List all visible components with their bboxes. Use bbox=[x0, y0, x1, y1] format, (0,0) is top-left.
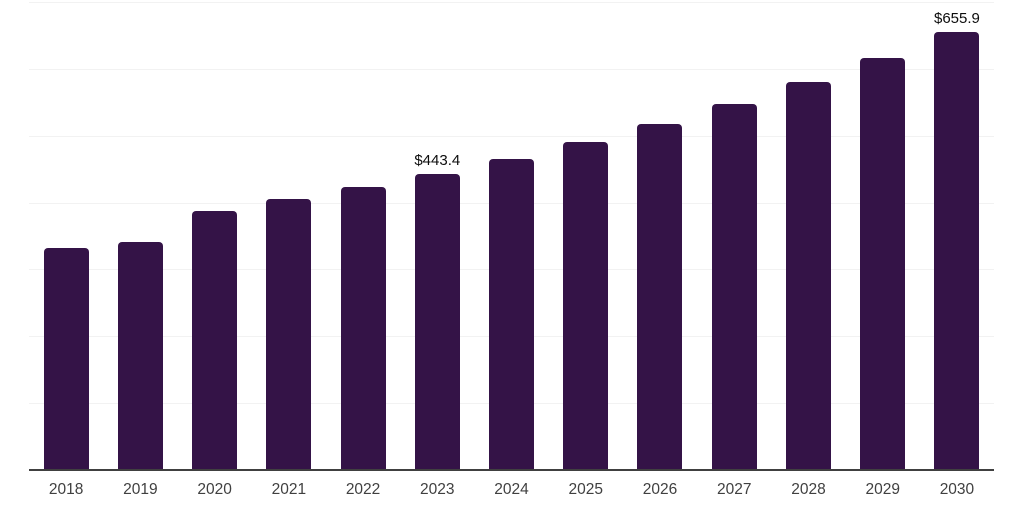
x-tick-2028: 2028 bbox=[791, 481, 826, 498]
bar-slot-2024 bbox=[474, 2, 548, 470]
bar-2027 bbox=[711, 103, 757, 470]
gridline bbox=[29, 2, 994, 3]
bar-2022 bbox=[340, 186, 386, 470]
bar-slot-2028 bbox=[771, 2, 845, 470]
bar-value-label-2030: $655.9 bbox=[933, 9, 980, 27]
bar-2024 bbox=[489, 159, 535, 470]
x-tick-2019: 2019 bbox=[123, 481, 158, 498]
x-tick-2020: 2020 bbox=[197, 481, 232, 498]
bar-slot-2026 bbox=[623, 2, 697, 470]
bar-2030 bbox=[934, 31, 980, 470]
bars-container: $443.4 $655.9 bbox=[29, 2, 994, 470]
bar-2020 bbox=[192, 210, 238, 470]
bar-slot-2025 bbox=[549, 2, 623, 470]
x-tick-2030: 2030 bbox=[939, 481, 975, 498]
x-tick-2029: 2029 bbox=[865, 481, 900, 498]
bar-2025 bbox=[563, 141, 609, 470]
x-tick-2022: 2022 bbox=[345, 481, 381, 498]
x-axis-tick-labels: 2018 2019 2020 2021 2022 2023 2024 2025 2026 2027… bbox=[29, 480, 994, 500]
bar-slot-2027 bbox=[697, 2, 771, 470]
bar-value-label-2023: $443.4 bbox=[414, 151, 461, 169]
x-tick-2018: 2018 bbox=[48, 481, 84, 498]
bar-slot-2030: $655.9 bbox=[920, 2, 994, 470]
bar-2026 bbox=[637, 124, 683, 470]
x-axis-line bbox=[29, 469, 994, 471]
x-tick-2026: 2026 bbox=[642, 481, 678, 498]
bar-slot-2018 bbox=[29, 2, 103, 470]
bar-2023 bbox=[414, 173, 460, 470]
bar-2021 bbox=[266, 199, 312, 470]
bar-slot-2029 bbox=[846, 2, 920, 470]
bar-slot-2023: $443.4 bbox=[400, 2, 474, 470]
bar-2019 bbox=[117, 241, 163, 470]
gridline bbox=[29, 68, 994, 70]
x-tick-2021: 2021 bbox=[271, 481, 307, 498]
bar-2028 bbox=[785, 82, 831, 470]
x-tick-2024: 2024 bbox=[494, 481, 529, 498]
x-tick-2023: 2023 bbox=[420, 481, 455, 498]
bar-slot-2019 bbox=[103, 2, 177, 470]
plot-area: $443.4 $655.9 bbox=[29, 2, 994, 470]
x-tick-2025: 2025 bbox=[568, 481, 603, 498]
x-tick-2027: 2027 bbox=[716, 481, 752, 498]
bar-slot-2021 bbox=[252, 2, 326, 470]
bar-2018 bbox=[43, 248, 89, 470]
bar-slot-2022 bbox=[326, 2, 400, 470]
bar-2029 bbox=[860, 57, 906, 470]
bar-slot-2020 bbox=[177, 2, 251, 470]
gridline bbox=[29, 135, 994, 137]
